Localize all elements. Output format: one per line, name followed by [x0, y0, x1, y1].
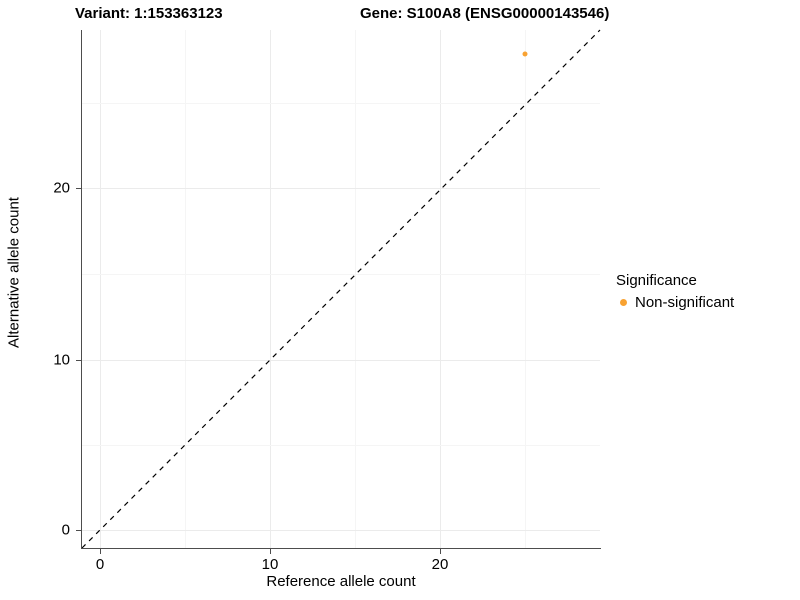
variant-title: Variant: 1:153363123	[75, 5, 223, 22]
x-axis-title: Reference allele count	[266, 573, 416, 590]
y-tick-label-group: 0 10 20	[0, 0, 70, 600]
gridline-minor-y-15	[82, 274, 600, 275]
data-points-layer	[82, 30, 600, 548]
y-tick-label-20: 20	[53, 179, 70, 197]
gridline-minor-x-15	[355, 30, 356, 548]
legend-item-label: Non-significant	[635, 293, 735, 311]
x-tick-mark-20	[440, 549, 441, 554]
x-tick-label-20: 20	[431, 556, 449, 573]
x-tick-label-10: 10	[261, 556, 279, 573]
y-tick-label-10: 10	[53, 351, 70, 369]
x-tick-label-0: 0	[95, 556, 105, 573]
y-tick-label-0: 0	[61, 521, 70, 539]
identity-line	[81, 29, 601, 549]
gridline-major-x-0	[100, 30, 101, 548]
legend-key-icon	[616, 295, 631, 310]
gridline-major-y-10	[82, 360, 600, 361]
x-axis-line	[81, 548, 601, 550]
gridline-major-y-0	[82, 530, 600, 531]
gridline-major-y-20	[82, 188, 600, 189]
gene-title: Gene: S100A8 (ENSG00000143546)	[360, 5, 610, 22]
gridline-major-x-10	[270, 30, 271, 548]
x-tick-mark-0	[100, 549, 101, 554]
legend-item-non-significant[interactable]: Non-significant	[616, 293, 734, 311]
y-tick-mark-20	[76, 188, 81, 189]
y-axis-line	[81, 30, 83, 549]
legend-title: Significance	[616, 272, 697, 289]
y-tick-mark-0	[76, 530, 81, 531]
x-tick-mark-10	[270, 549, 271, 554]
y-axis-title: Alternative allele count	[5, 197, 23, 348]
gridline-minor-x-25	[525, 30, 526, 548]
plot-panel	[81, 29, 601, 549]
data-point[interactable]	[522, 51, 528, 57]
legend: Significance Non-significant	[616, 272, 734, 311]
gridline-major-x-20	[440, 30, 441, 548]
gridline-minor-y-25	[82, 103, 600, 104]
y-tick-mark-10	[76, 360, 81, 361]
gridline-minor-y-5	[82, 445, 600, 446]
gridline-minor-x-5	[185, 30, 186, 548]
